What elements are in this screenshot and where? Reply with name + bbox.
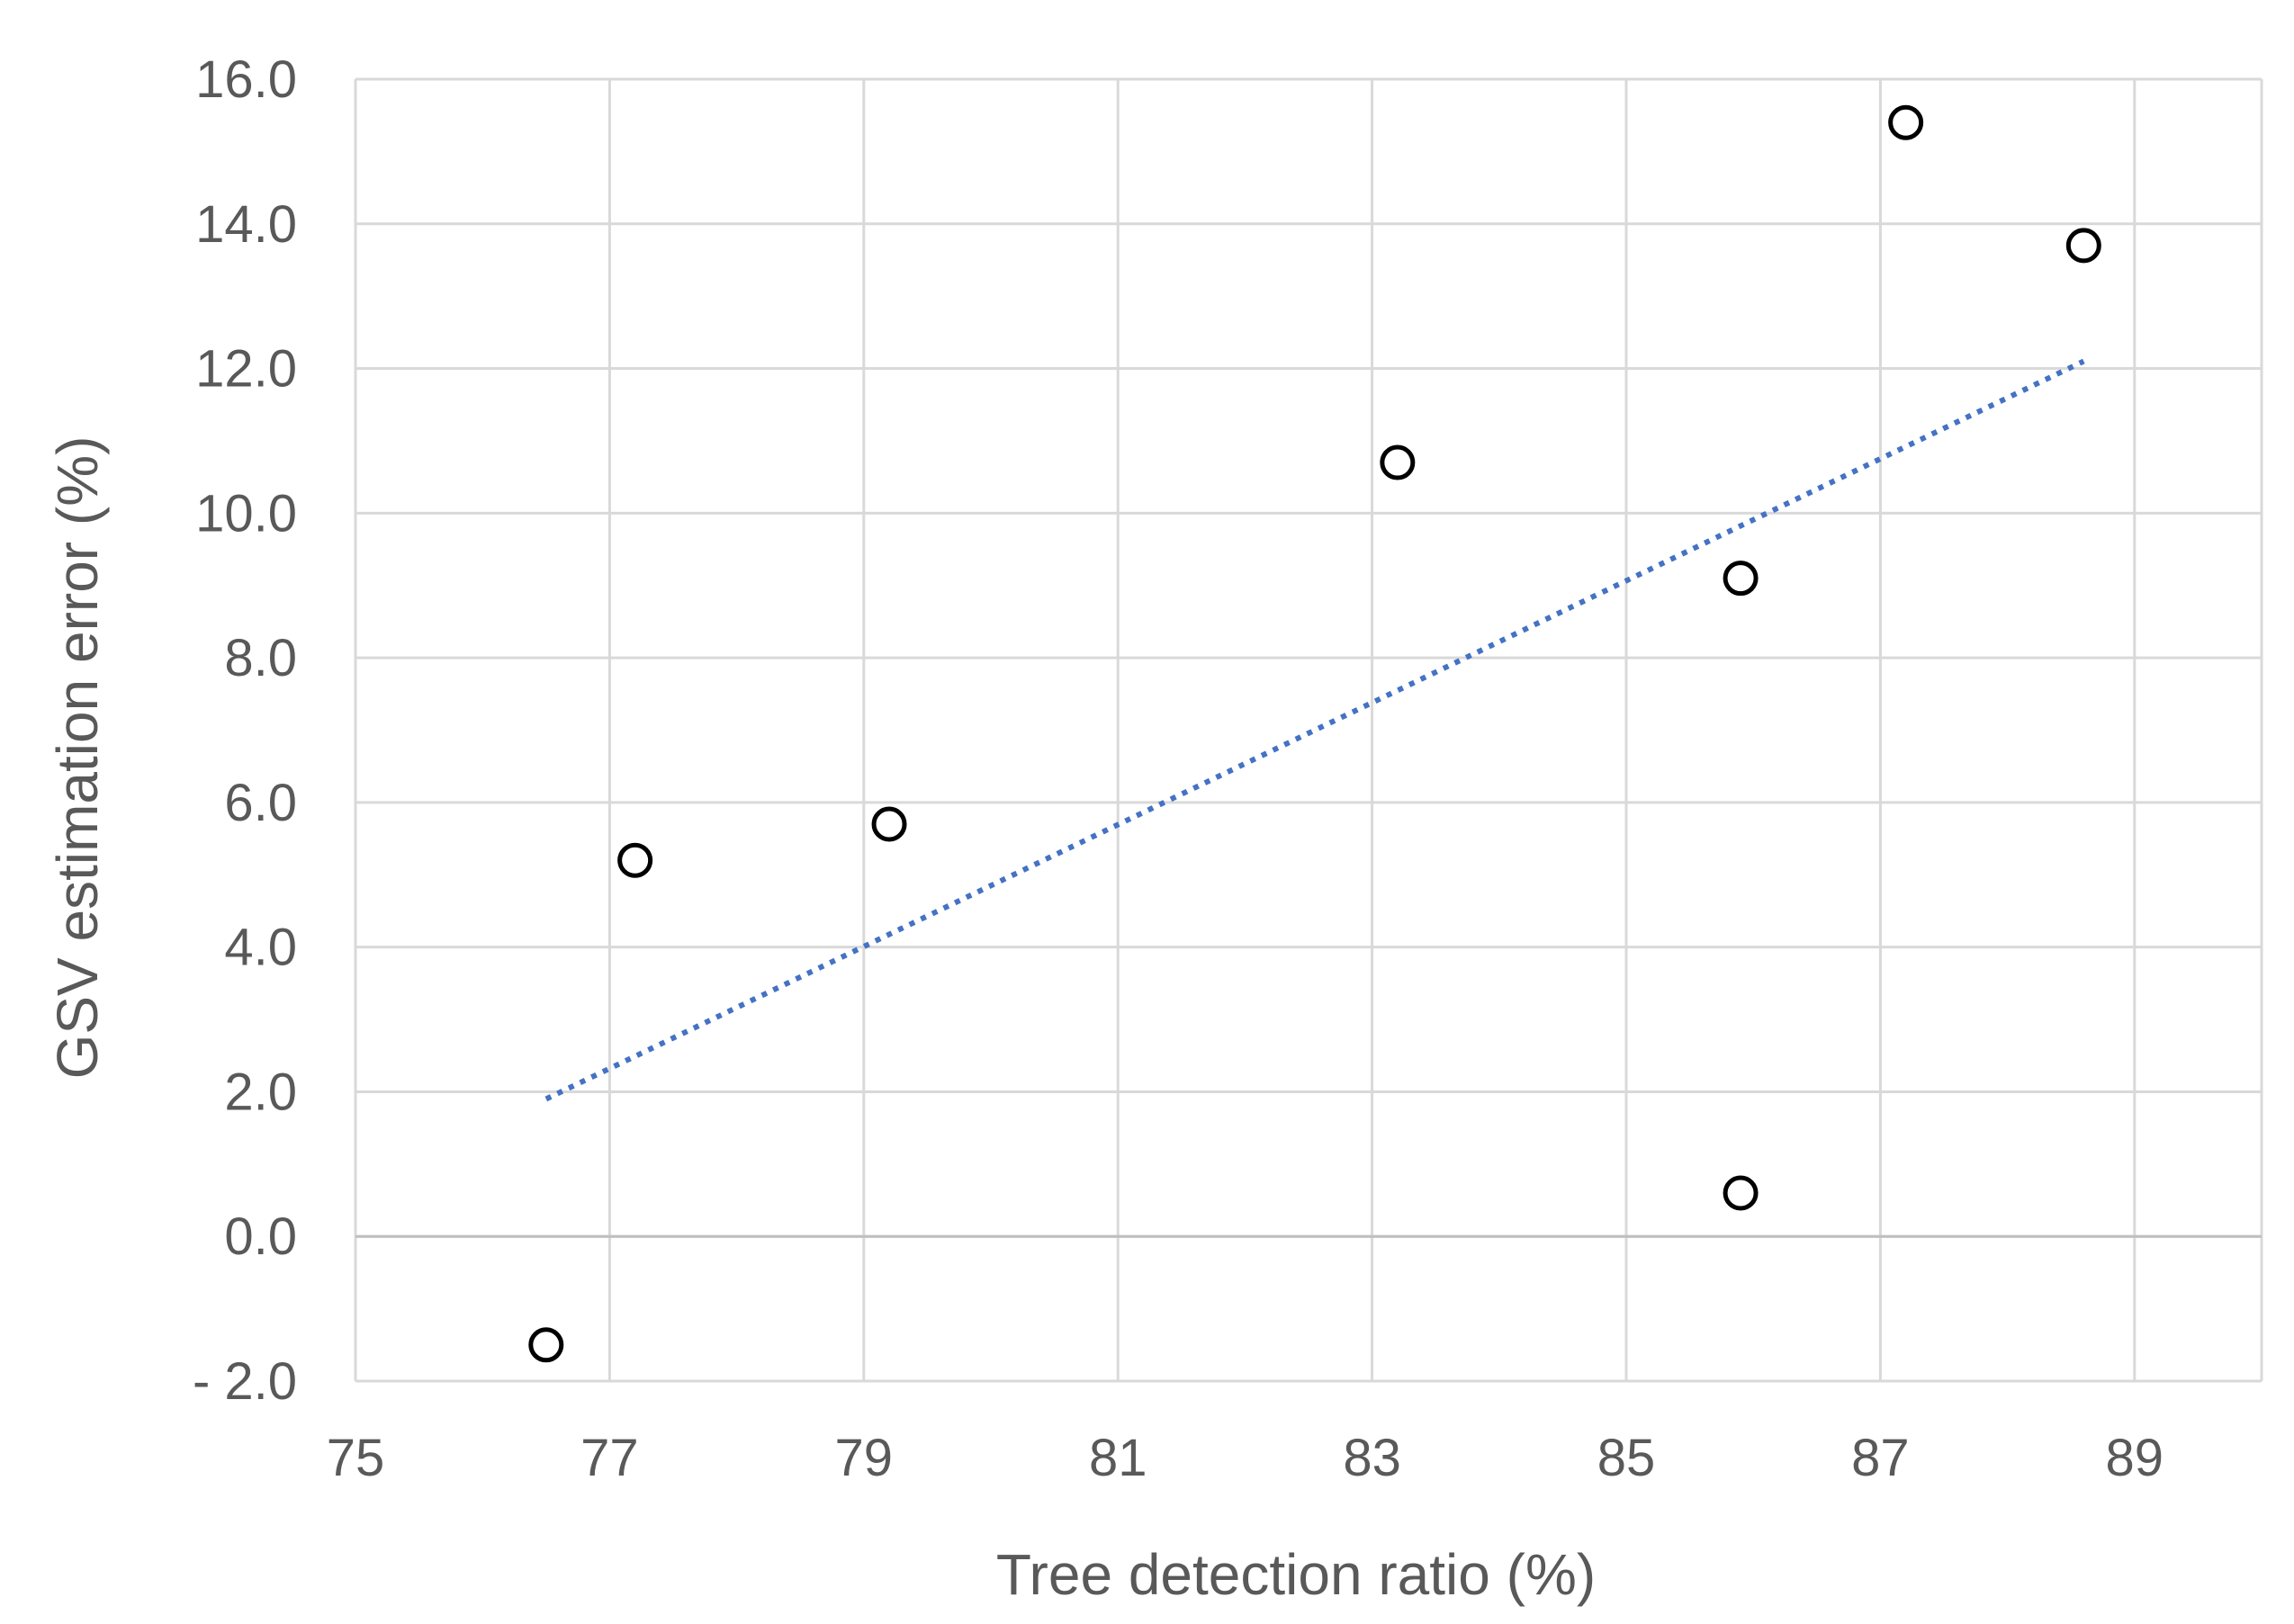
y-axis-title: GSV estimation error (%)	[45, 436, 110, 1080]
data-point	[617, 842, 653, 878]
trendline	[544, 358, 2085, 1102]
y-tick-label: 8.0	[224, 629, 297, 687]
y-tick-labels: - 2.0 0.0 2.0 4.0 6.0 8.0 10.0 12.0 14.0 16.0	[193, 50, 297, 1411]
x-tick-label: 87	[1851, 1429, 1910, 1487]
y-tick-label: 4.0	[224, 919, 297, 977]
data-point	[528, 1327, 564, 1363]
data-point	[871, 806, 907, 842]
x-tick-label: 89	[2106, 1429, 2164, 1487]
y-tick-label: 10.0	[195, 484, 297, 543]
data-point	[2065, 228, 2101, 264]
data-point	[1380, 444, 1416, 480]
data-point	[1723, 561, 1759, 597]
x-axis-title: Tree detection ratio (%)	[996, 1542, 1596, 1607]
x-tick-label: 75	[327, 1429, 385, 1487]
y-tick-label: 2.0	[224, 1063, 297, 1121]
gridlines	[354, 77, 2263, 1383]
y-tick-label: 16.0	[195, 50, 297, 109]
data-points	[528, 104, 2101, 1363]
x-tick-label: 85	[1597, 1429, 1656, 1487]
x-tick-label: 83	[1343, 1429, 1401, 1487]
y-tick-label: 6.0	[224, 774, 297, 832]
data-point	[1723, 1175, 1759, 1211]
x-tick-label: 79	[835, 1429, 894, 1487]
x-tick-label: 81	[1089, 1429, 1147, 1487]
trendline-group	[544, 358, 2085, 1102]
y-tick-label: 12.0	[195, 340, 297, 399]
y-tick-label: - 2.0	[193, 1352, 297, 1411]
y-tick-label: 14.0	[195, 195, 297, 254]
x-tick-labels: 75 77 79 81 83 85 87 89	[327, 1429, 2164, 1487]
y-tick-label: 0.0	[224, 1207, 297, 1266]
x-tick-label: 77	[580, 1429, 639, 1487]
data-point	[1888, 104, 1924, 140]
